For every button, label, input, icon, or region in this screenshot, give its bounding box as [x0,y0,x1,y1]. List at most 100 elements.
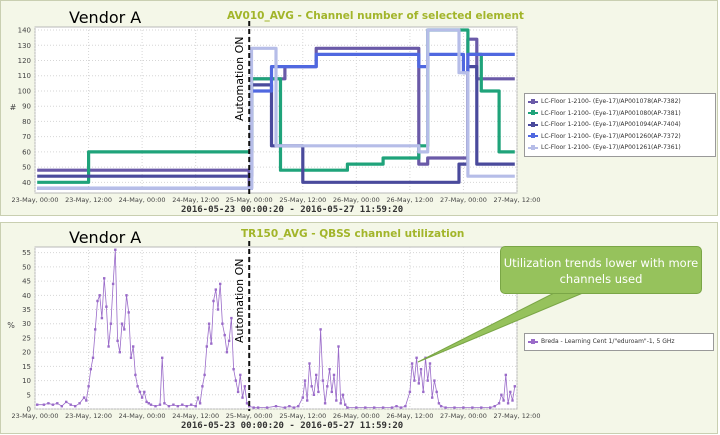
data-point [404,405,407,408]
data-point [428,362,432,365]
data-point [346,406,349,409]
legend-swatch [528,110,538,116]
data-point [292,406,296,409]
automation-on-label: Automation ON [233,37,246,121]
automation-on-label: Automation ON [233,259,246,343]
data-point [431,396,434,399]
data-point [87,385,90,388]
data-point [241,396,244,399]
data-point [225,351,229,354]
x-axis-range-label: 2016-05-23 00:00:20 - 2016-05-27 11:59:2… [181,205,404,215]
data-point [234,379,237,382]
data-point [256,406,260,409]
data-point [236,390,240,394]
legend-label: LC-Floor 1-2100- (Eye-17)/AP001094(AP-74… [541,121,681,129]
x-tick-label: 26-May, 12:00 [386,412,433,420]
data-point [306,399,309,402]
legend-item: LC-Floor 1-2100- (Eye-17)/AP001261(AP-73… [528,142,712,154]
x-tick-label: 25-May, 00:00 [226,412,273,420]
data-point [321,379,325,382]
data-point [332,373,336,377]
y-tick-label: 50 [22,263,31,271]
y-tick-label: 90 [22,103,31,111]
data-point [94,328,97,331]
legend-item: LC-Floor 1-2100- (Eye-17)/AP001260(AP-73… [528,131,712,143]
legend-label: LC-Floor 1-2100- (Eye-17)/AP001078(AP-73… [541,98,681,106]
data-point [462,406,465,409]
data-point [114,248,117,251]
data-point [65,400,68,404]
y-tick-label: 140 [18,27,31,35]
data-point [120,322,124,325]
x-tick-label: 24-May, 00:00 [119,196,166,204]
x-tick-label: 25-May, 12:00 [279,196,326,204]
data-point [132,345,135,348]
data-point [317,390,320,394]
x-axis-range-label: 2016-05-23 00:00:20 - 2016-05-27 11:59:2… [181,421,404,431]
data-point [163,402,166,405]
data-point [107,345,110,348]
data-point [221,322,224,325]
data-point [219,282,222,286]
channel-number-chart: 40 50 60 70 80 90 100 110 120 130 140 23-May, 00:00… [10,21,540,204]
y-tick-label: 110 [18,72,31,80]
data-point [145,400,148,404]
legend-swatch [528,98,538,104]
data-point [111,282,115,286]
data-point [513,385,516,388]
data-point [433,379,436,382]
data-point [248,405,251,408]
data-point [134,373,137,377]
data-point [158,403,162,406]
y-tick-label: 0 [27,406,31,414]
data-point [123,328,126,331]
callout-box: Utilization trends lower with more chann… [500,246,702,294]
channel-utilization-chart: 0 5 10 15 20 25 30 35 40 45 50 55 23-May, 00:00 23-Ma… [7,241,541,420]
data-point [85,399,88,402]
x-tick-label: 27-May, 12:00 [494,412,541,420]
y-tick-label: 10 [22,377,31,385]
data-point [422,390,425,394]
legend-item: Breda - Learning Cent 1/"eduroam"-1, 5 G… [528,336,710,348]
data-point [181,403,184,406]
data-point [207,322,211,325]
data-point [419,368,423,371]
data-point [399,406,403,409]
chart-title: TR150_AVG - QBSS channel utilization [241,228,465,240]
data-point [138,390,142,394]
data-point [489,406,492,409]
data-point [91,356,95,359]
data-point [51,403,55,406]
data-point [227,339,231,342]
data-point [154,405,157,408]
data-point [212,299,215,303]
data-point [196,396,200,399]
data-point [223,333,226,337]
data-point [437,402,441,405]
data-point [60,405,63,408]
x-tick-label: 24-May, 00:00 [119,412,166,420]
x-tick-label: 25-May, 12:00 [279,412,326,420]
legend-item: LC-Floor 1-2100- (Eye-17)/AP001094(AP-74… [528,119,712,131]
legend-swatch [528,144,538,150]
y-tick-label: 5 [27,391,31,399]
data-point [410,362,414,365]
x-tick-label: 25-May, 00:00 [226,196,273,204]
legend-label: LC-Floor 1-2100- (Eye-17)/AP001080(AP-73… [541,109,681,117]
data-point [310,385,313,388]
data-point [341,393,345,396]
data-point [504,373,507,377]
data-point [417,382,420,385]
series-line [37,28,515,190]
data-point [500,393,503,396]
data-point [408,390,412,394]
data-point [315,373,318,377]
data-point [319,328,322,331]
data-point [364,406,367,409]
data-point [136,385,139,388]
y-tick-label: 100 [18,87,31,95]
data-point [103,277,106,280]
legend-swatch [528,338,538,344]
data-point [185,405,188,408]
